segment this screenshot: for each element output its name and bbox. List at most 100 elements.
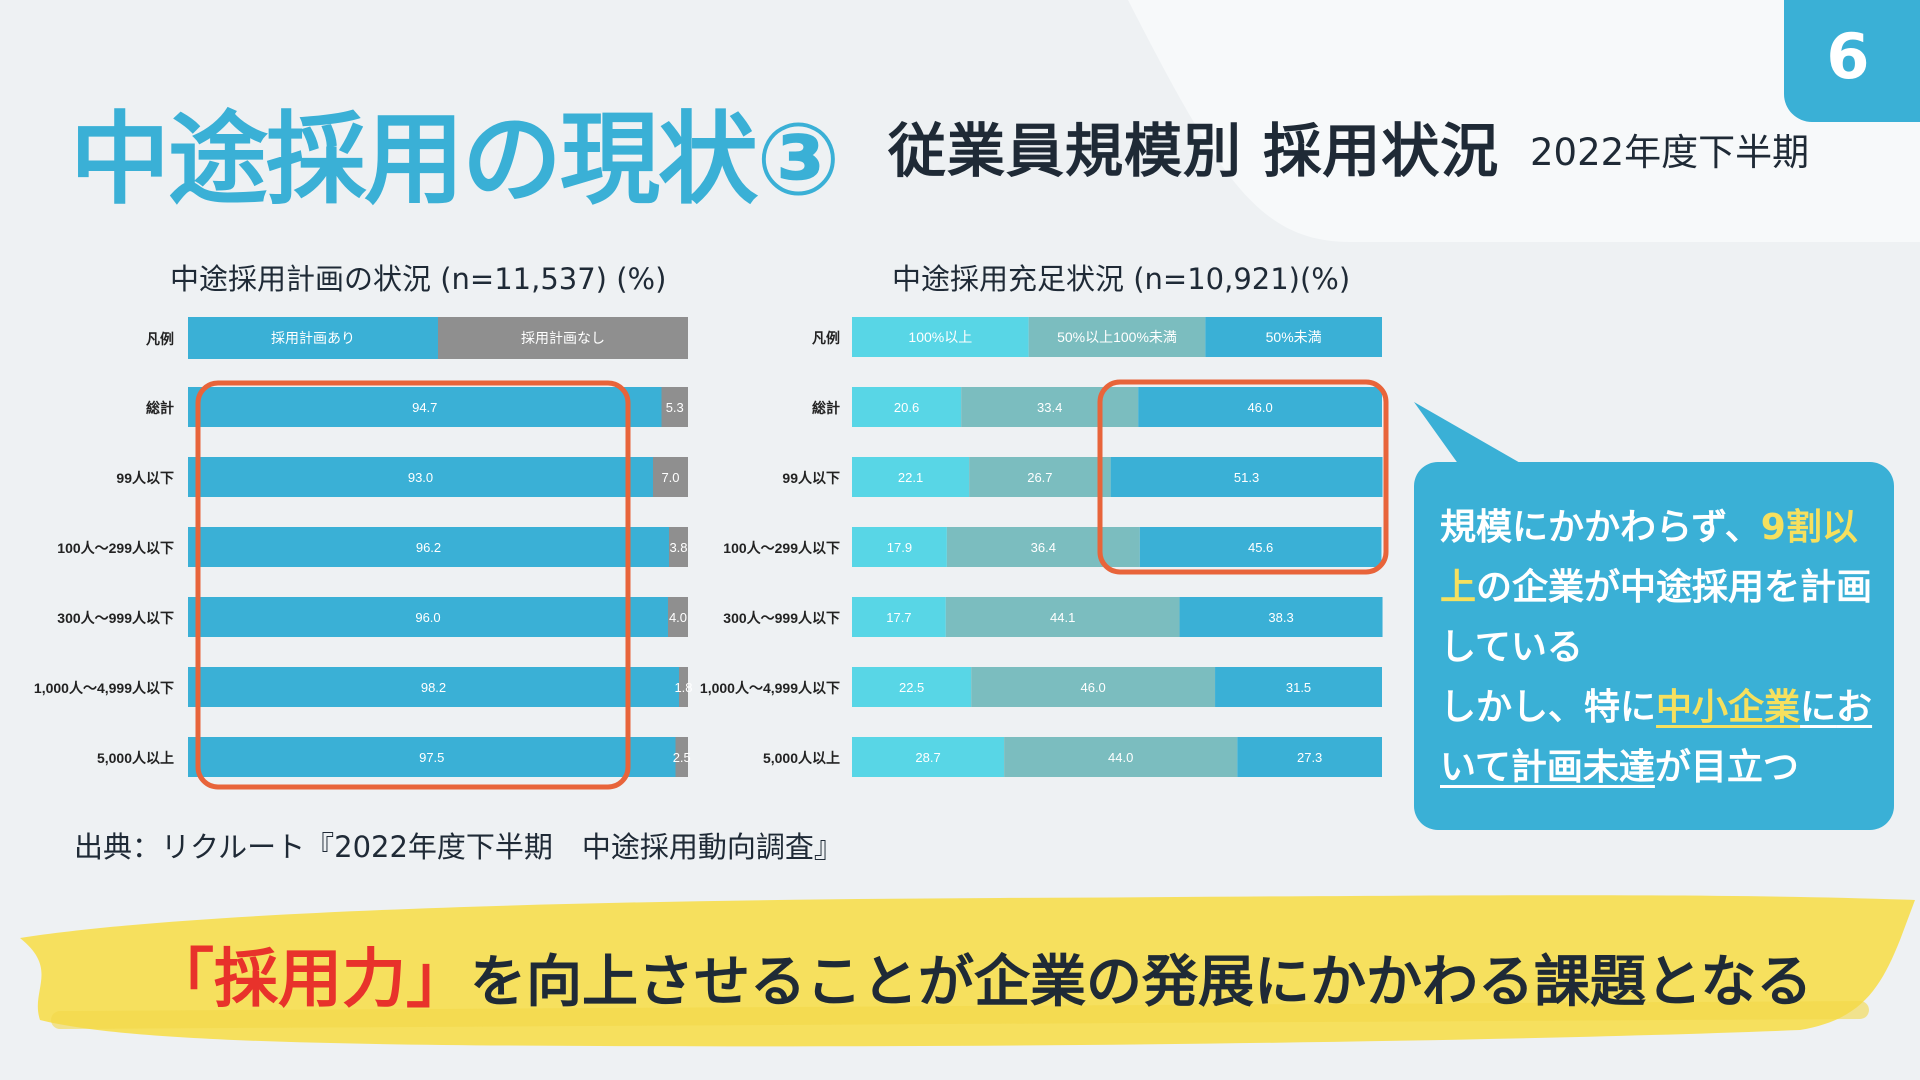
chart0-bar-segment <box>668 597 688 637</box>
callout-text: 規模にかかわらず、9割以上の企業が中途採用を計画しているしかし、特に中小企業にお… <box>1440 498 1880 798</box>
chart1-data-label: 33.4 <box>1037 400 1062 415</box>
chart0-bar-segment <box>188 737 676 777</box>
chart0-legend-swatch-0 <box>188 317 438 359</box>
callout-box <box>1414 462 1894 830</box>
chart0-legend-swatch-1 <box>438 317 688 359</box>
page-subtitle: 従業員規模別 採用状況 <box>888 117 1500 185</box>
callout-seg3: の企業が中途採用を計画している <box>1440 567 1873 668</box>
chart0-category-label: 300人～999人以下 <box>57 610 174 626</box>
bottom-message-rest: を向上させることが企業の発展にかかわる課題となる <box>470 950 1813 1015</box>
callout-tail <box>1414 402 1522 472</box>
chart1-bar-segment <box>852 457 970 497</box>
callout-seg2-highlight: 9割以上 <box>1440 507 1858 608</box>
chart0-bar-segment <box>188 667 679 707</box>
chart1-data-label: 44.1 <box>1050 610 1075 625</box>
callout-seg6: に <box>1800 687 1837 728</box>
chart0-category-label: 5,000人以上 <box>97 750 174 766</box>
chart0-data-label: 93.0 <box>408 470 433 485</box>
chart1-data-label: 46.0 <box>1080 680 1105 695</box>
chart1-data-label: 36.4 <box>1031 540 1056 555</box>
chart0-bar-segment <box>188 457 653 497</box>
bottom-message-emphasis: 「採用力」 <box>150 943 470 1017</box>
callout-seg5-highlight: 中小企業 <box>1656 687 1801 728</box>
page-number-badge: 6 <box>1784 0 1920 122</box>
chart1-data-label: 20.6 <box>894 400 919 415</box>
chart0-bar-segment <box>653 457 688 497</box>
chart1-category-label: 5,000人以上 <box>763 750 840 766</box>
chart1-data-label: 28.7 <box>915 750 940 765</box>
chart1-bar-segment <box>852 387 962 427</box>
chart0-bar-segment <box>679 667 688 707</box>
chart1-data-label: 27.3 <box>1297 750 1322 765</box>
chart1-bar-segment <box>1004 737 1238 777</box>
chart0-bar-segment <box>661 387 688 427</box>
chart1-bar-segment <box>1110 457 1383 497</box>
callout-seg8: が目立つ <box>1654 747 1799 788</box>
chart1-data-label: 44.0 <box>1108 750 1133 765</box>
chart1-category-label: 300人～999人以下 <box>723 610 840 626</box>
chart1-data-label: 26.7 <box>1027 470 1052 485</box>
chart1-bar-segment <box>971 667 1216 707</box>
period-label: 2022年度下半期 <box>1530 131 1810 174</box>
chart1-bar-segment <box>852 597 946 637</box>
chart0-data-label: 4.0 <box>669 610 687 625</box>
chart0-legend-entry-1: 採用計画なし <box>521 330 605 346</box>
chart0-data-label: 97.5 <box>419 750 444 765</box>
callout-seg7-underlined: おいて計画未達 <box>1440 687 1873 788</box>
chart1-legend-swatch-2 <box>1205 317 1382 357</box>
chart0-data-label: 96.0 <box>415 610 440 625</box>
chart0-data-label: 96.2 <box>416 540 441 555</box>
chart0-data-label: 7.0 <box>661 470 679 485</box>
source-citation: 出典：リクルート『2022年度下半期 中途採用動向調査』 <box>74 830 843 864</box>
chart0-data-label: 98.2 <box>421 680 446 695</box>
chart0-bar-segment <box>669 527 688 567</box>
chart1-legend-entry-2: 50%未満 <box>1266 329 1322 345</box>
chart1-legend-label: 凡例 <box>812 330 840 346</box>
chart1-bar-segment <box>1139 527 1382 567</box>
chart1-bar-segment <box>852 527 947 567</box>
chart0-category-label: 1,000人～4,999人以下 <box>34 680 174 696</box>
chart1-highlight-box <box>1097 379 1389 575</box>
marker-highlight-band <box>20 895 1915 1047</box>
chart1-category-label: 99人以下 <box>782 470 840 486</box>
chart0-bar-segment <box>188 387 662 427</box>
chart1-data-label: 46.0 <box>1247 400 1272 415</box>
chart0-data-label: 1.8 <box>674 680 692 695</box>
chart0-highlight-box <box>195 380 631 790</box>
chart1-legend-swatch-1 <box>1028 317 1206 357</box>
chart1-bar-segment <box>961 387 1139 427</box>
chart-right-title: 中途採用充足状況 (n=10,921)(%) <box>892 262 1351 296</box>
chart1-bar-segment <box>1237 737 1382 777</box>
chart1-data-label: 45.6 <box>1248 540 1273 555</box>
chart0-bar-segment <box>675 737 688 777</box>
chart0-bar-segment <box>188 597 668 637</box>
chart1-data-label: 22.5 <box>899 680 924 695</box>
chart1-bar-segment <box>969 457 1111 497</box>
chart0-data-label: 5.3 <box>666 400 684 415</box>
chart1-data-label: 38.3 <box>1268 610 1293 625</box>
chart1-data-label: 51.3 <box>1234 470 1259 485</box>
callout-seg4: しかし、特に <box>1440 687 1657 728</box>
chart1-bar-segment <box>852 737 1005 777</box>
chart0-data-label: 94.7 <box>412 400 437 415</box>
chart1-bar-segment <box>852 667 972 707</box>
chart0-legend-entry-0: 採用計画あり <box>271 330 355 346</box>
chart1-bar-segment <box>1215 667 1382 707</box>
chart1-data-label: 31.5 <box>1286 680 1311 695</box>
chart1-bar-segment <box>946 527 1140 567</box>
chart1-data-label: 22.1 <box>898 470 923 485</box>
bottom-message: 「採用力」を向上させることが企業の発展にかかわる課題となる <box>150 928 1812 1020</box>
chart1-legend-swatch-0 <box>852 317 1029 357</box>
chart1-bar-segment <box>945 597 1180 637</box>
callout-seg1: 規模にかかわらず、 <box>1440 507 1761 548</box>
chart0-category-label: 99人以下 <box>116 470 174 486</box>
page-number: 6 <box>1826 19 1870 93</box>
chart1-bar-segment <box>1138 387 1382 427</box>
chart1-category-label: 1,000人～4,999人以下 <box>700 680 840 696</box>
chart0-category-label: 総計 <box>146 400 174 416</box>
chart0-category-label: 100人～299人以下 <box>57 540 174 556</box>
page-title: 中途採用の現状③ <box>70 101 841 218</box>
chart-left-title: 中途採用計画の状況 (n=11,537) (%) <box>170 262 667 296</box>
chart1-data-label: 17.7 <box>886 610 911 625</box>
